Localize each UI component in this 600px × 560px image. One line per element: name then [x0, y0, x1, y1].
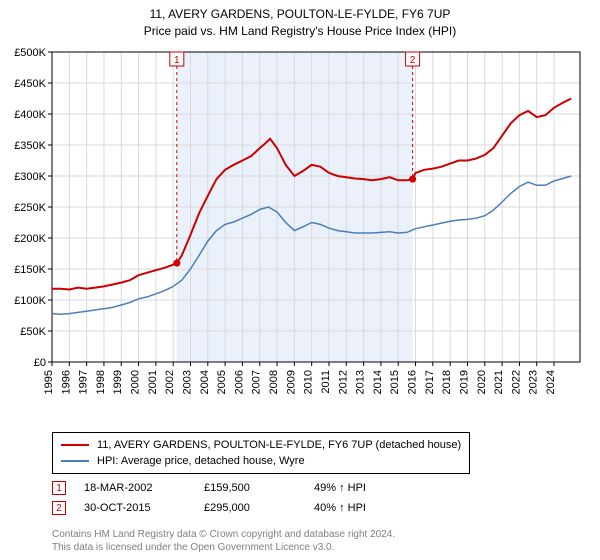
chart-area: £0 £50K £100K £150K £200K £250K £300K £350K £400… — [0, 42, 600, 422]
svg-text:2003: 2003 — [181, 370, 193, 394]
svg-text:1999: 1999 — [112, 370, 124, 394]
footer-line: Contains HM Land Registry data © Crown c… — [52, 528, 395, 541]
svg-text:2006: 2006 — [233, 370, 245, 394]
sale-marker-icon: 1 — [52, 481, 66, 495]
svg-text:1996: 1996 — [60, 370, 72, 394]
svg-text:2024: 2024 — [545, 370, 557, 394]
legend-swatch — [61, 444, 89, 446]
svg-text:2023: 2023 — [528, 370, 540, 394]
svg-text:£150K: £150K — [14, 264, 46, 276]
chart-svg: £0 £50K £100K £150K £200K £250K £300K £350K £400… — [0, 42, 600, 422]
svg-text:2016: 2016 — [407, 370, 419, 394]
svg-text:2012: 2012 — [337, 370, 349, 394]
sale-pct: 49% ↑ HPI — [314, 482, 434, 494]
legend-item: HPI: Average price, detached house, Wyre — [61, 453, 461, 469]
svg-text:2: 2 — [410, 55, 416, 66]
svg-text:2018: 2018 — [441, 370, 453, 394]
svg-text:2020: 2020 — [476, 370, 488, 394]
title-block: 11, AVERY GARDENS, POULTON-LE-FYLDE, FY6… — [0, 0, 600, 40]
svg-text:1: 1 — [174, 55, 180, 66]
svg-text:2021: 2021 — [493, 370, 505, 394]
svg-text:£500K: £500K — [14, 47, 46, 59]
svg-text:£50K: £50K — [20, 326, 46, 338]
footer-line: This data is licensed under the Open Gov… — [52, 541, 395, 554]
svg-text:2015: 2015 — [389, 370, 401, 394]
svg-text:1995: 1995 — [43, 370, 55, 394]
svg-text:2013: 2013 — [355, 370, 367, 394]
legend: 11, AVERY GARDENS, POULTON-LE-FYLDE, FY6… — [52, 432, 470, 474]
chart-container: 11, AVERY GARDENS, POULTON-LE-FYLDE, FY6… — [0, 0, 600, 560]
svg-text:2001: 2001 — [147, 370, 159, 394]
svg-text:2009: 2009 — [285, 370, 297, 394]
sale-price: £159,500 — [204, 482, 314, 494]
sales-table: 1 18-MAR-2002 £159,500 49% ↑ HPI 2 30-OC… — [52, 478, 434, 518]
sale-pct: 40% ↑ HPI — [314, 502, 434, 514]
legend-label: 11, AVERY GARDENS, POULTON-LE-FYLDE, FY6… — [97, 439, 461, 451]
svg-text:£400K: £400K — [14, 109, 46, 121]
svg-text:2002: 2002 — [164, 370, 176, 394]
svg-text:2004: 2004 — [199, 370, 211, 394]
svg-text:2014: 2014 — [372, 370, 384, 394]
svg-text:2011: 2011 — [320, 370, 332, 394]
table-row: 2 30-OCT-2015 £295,000 40% ↑ HPI — [52, 498, 434, 518]
svg-text:2007: 2007 — [251, 370, 263, 394]
svg-text:£200K: £200K — [14, 233, 46, 245]
sale-marker-icon: 2 — [52, 501, 66, 515]
table-row: 1 18-MAR-2002 £159,500 49% ↑ HPI — [52, 478, 434, 498]
title-subtitle: Price paid vs. HM Land Registry's House … — [0, 23, 600, 40]
footer-attribution: Contains HM Land Registry data © Crown c… — [52, 528, 395, 554]
svg-text:1997: 1997 — [78, 370, 90, 394]
title-address: 11, AVERY GARDENS, POULTON-LE-FYLDE, FY6… — [0, 6, 600, 23]
svg-text:2022: 2022 — [510, 370, 522, 394]
svg-text:2019: 2019 — [458, 370, 470, 394]
svg-text:2008: 2008 — [268, 370, 280, 394]
sale-date: 18-MAR-2002 — [84, 482, 204, 494]
svg-text:2017: 2017 — [424, 370, 436, 394]
svg-text:2005: 2005 — [216, 370, 228, 394]
legend-swatch — [61, 460, 89, 462]
legend-label: HPI: Average price, detached house, Wyre — [97, 455, 305, 467]
sale-date: 30-OCT-2015 — [84, 502, 204, 514]
svg-text:2000: 2000 — [130, 370, 142, 394]
sale-price: £295,000 — [204, 502, 314, 514]
svg-text:£350K: £350K — [14, 140, 46, 152]
svg-text:1998: 1998 — [95, 370, 107, 394]
svg-text:£300K: £300K — [14, 171, 46, 183]
svg-text:2010: 2010 — [303, 370, 315, 394]
svg-text:£250K: £250K — [14, 202, 46, 214]
legend-item: 11, AVERY GARDENS, POULTON-LE-FYLDE, FY6… — [61, 437, 461, 453]
svg-text:£450K: £450K — [14, 78, 46, 90]
svg-text:£0: £0 — [34, 357, 46, 369]
svg-text:£100K: £100K — [14, 295, 46, 307]
